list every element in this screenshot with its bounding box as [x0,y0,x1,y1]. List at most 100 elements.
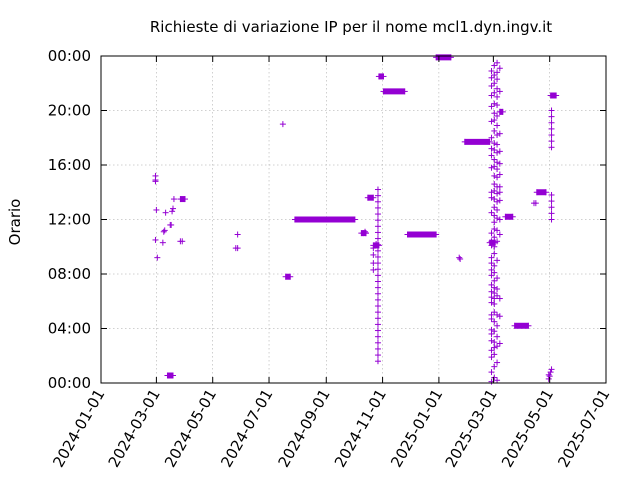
data-point [153,206,160,213]
data-point [548,198,555,205]
y-tick-label: 20:00 [48,102,91,120]
data-point [494,59,501,66]
data-point [496,148,503,155]
data-point [374,315,381,322]
x-tick-label: 2024-03-01 [105,386,164,471]
data-point [488,118,495,125]
data-point [491,318,498,325]
data-point [160,228,167,235]
data-point [488,189,495,196]
grid [101,56,606,383]
data-point [496,171,503,178]
data-point [488,326,495,333]
data-point [374,339,381,346]
data-point [152,178,159,185]
data-point [491,100,498,107]
data-point [548,119,555,126]
data-point [548,107,555,114]
data-point [494,359,501,366]
data-point [488,145,495,152]
data-point [488,230,495,237]
data-point [548,210,555,217]
y-tick-label: 00:00 [48,47,91,65]
data-point [494,93,501,100]
data-point [491,262,498,269]
data-point [401,88,408,95]
chart-title: Richieste di variazione IP per il nome m… [150,18,552,36]
data-point [496,216,503,223]
data-point [488,299,495,306]
data-point [548,132,555,139]
data-point [374,253,381,260]
data-point [168,221,175,228]
data-point [494,141,501,148]
data-point [374,296,381,303]
data-point [548,125,555,132]
data-point [374,186,381,193]
data-point [491,243,498,250]
data-point [162,209,169,216]
data-point [488,82,495,89]
data-point [374,247,381,254]
data-point [488,288,495,295]
data-point [374,260,381,267]
data-point [374,204,381,211]
data-point [491,181,498,188]
data-point [496,160,503,167]
x-tick-label: 2025-03-01 [442,386,501,471]
data-point [494,198,501,205]
data-point [496,130,503,137]
data-point [494,275,501,282]
data-point [491,290,498,297]
data-point [488,266,495,273]
data-point [491,163,498,170]
data-point [494,377,501,384]
data-point [488,103,495,110]
data-point [488,194,495,201]
data-point [496,197,503,204]
y-tick-label: 08:00 [48,265,91,283]
data-point [494,285,501,292]
data-point [496,189,503,196]
data-point [491,204,498,211]
data-point [491,62,498,69]
x-tick-label: 2024-01-01 [49,386,108,471]
data-point [491,295,498,302]
data-point [496,88,503,95]
data-point [374,327,381,334]
data-point [494,174,501,181]
data-point [488,238,495,245]
data-point [511,322,518,329]
data-point [374,352,381,359]
data-point [533,189,540,196]
data-point [351,216,358,223]
data-point [374,309,381,316]
data-point [491,351,498,358]
data-point [491,196,498,203]
data-point [532,200,539,207]
data-point [494,102,501,109]
data-point [491,339,498,346]
data-point [488,347,495,354]
data-point [370,194,377,201]
data-point [491,127,498,134]
data-point [488,254,495,261]
data-point [548,144,555,151]
data-point [182,196,189,203]
y-tick-label: 16:00 [48,156,91,174]
data-point [491,187,498,194]
data-point [279,121,286,128]
data-point [374,278,381,285]
data-point [374,198,381,205]
data-point [496,108,503,115]
data-point [491,269,498,276]
x-tick-label: 2024-07-01 [217,386,276,471]
data-point [496,313,503,320]
y-tick-label: 04:00 [48,320,91,338]
data-point [494,292,501,299]
data-point [433,231,440,238]
data-point [496,65,503,72]
data-point [491,117,498,124]
data-point [375,242,382,249]
